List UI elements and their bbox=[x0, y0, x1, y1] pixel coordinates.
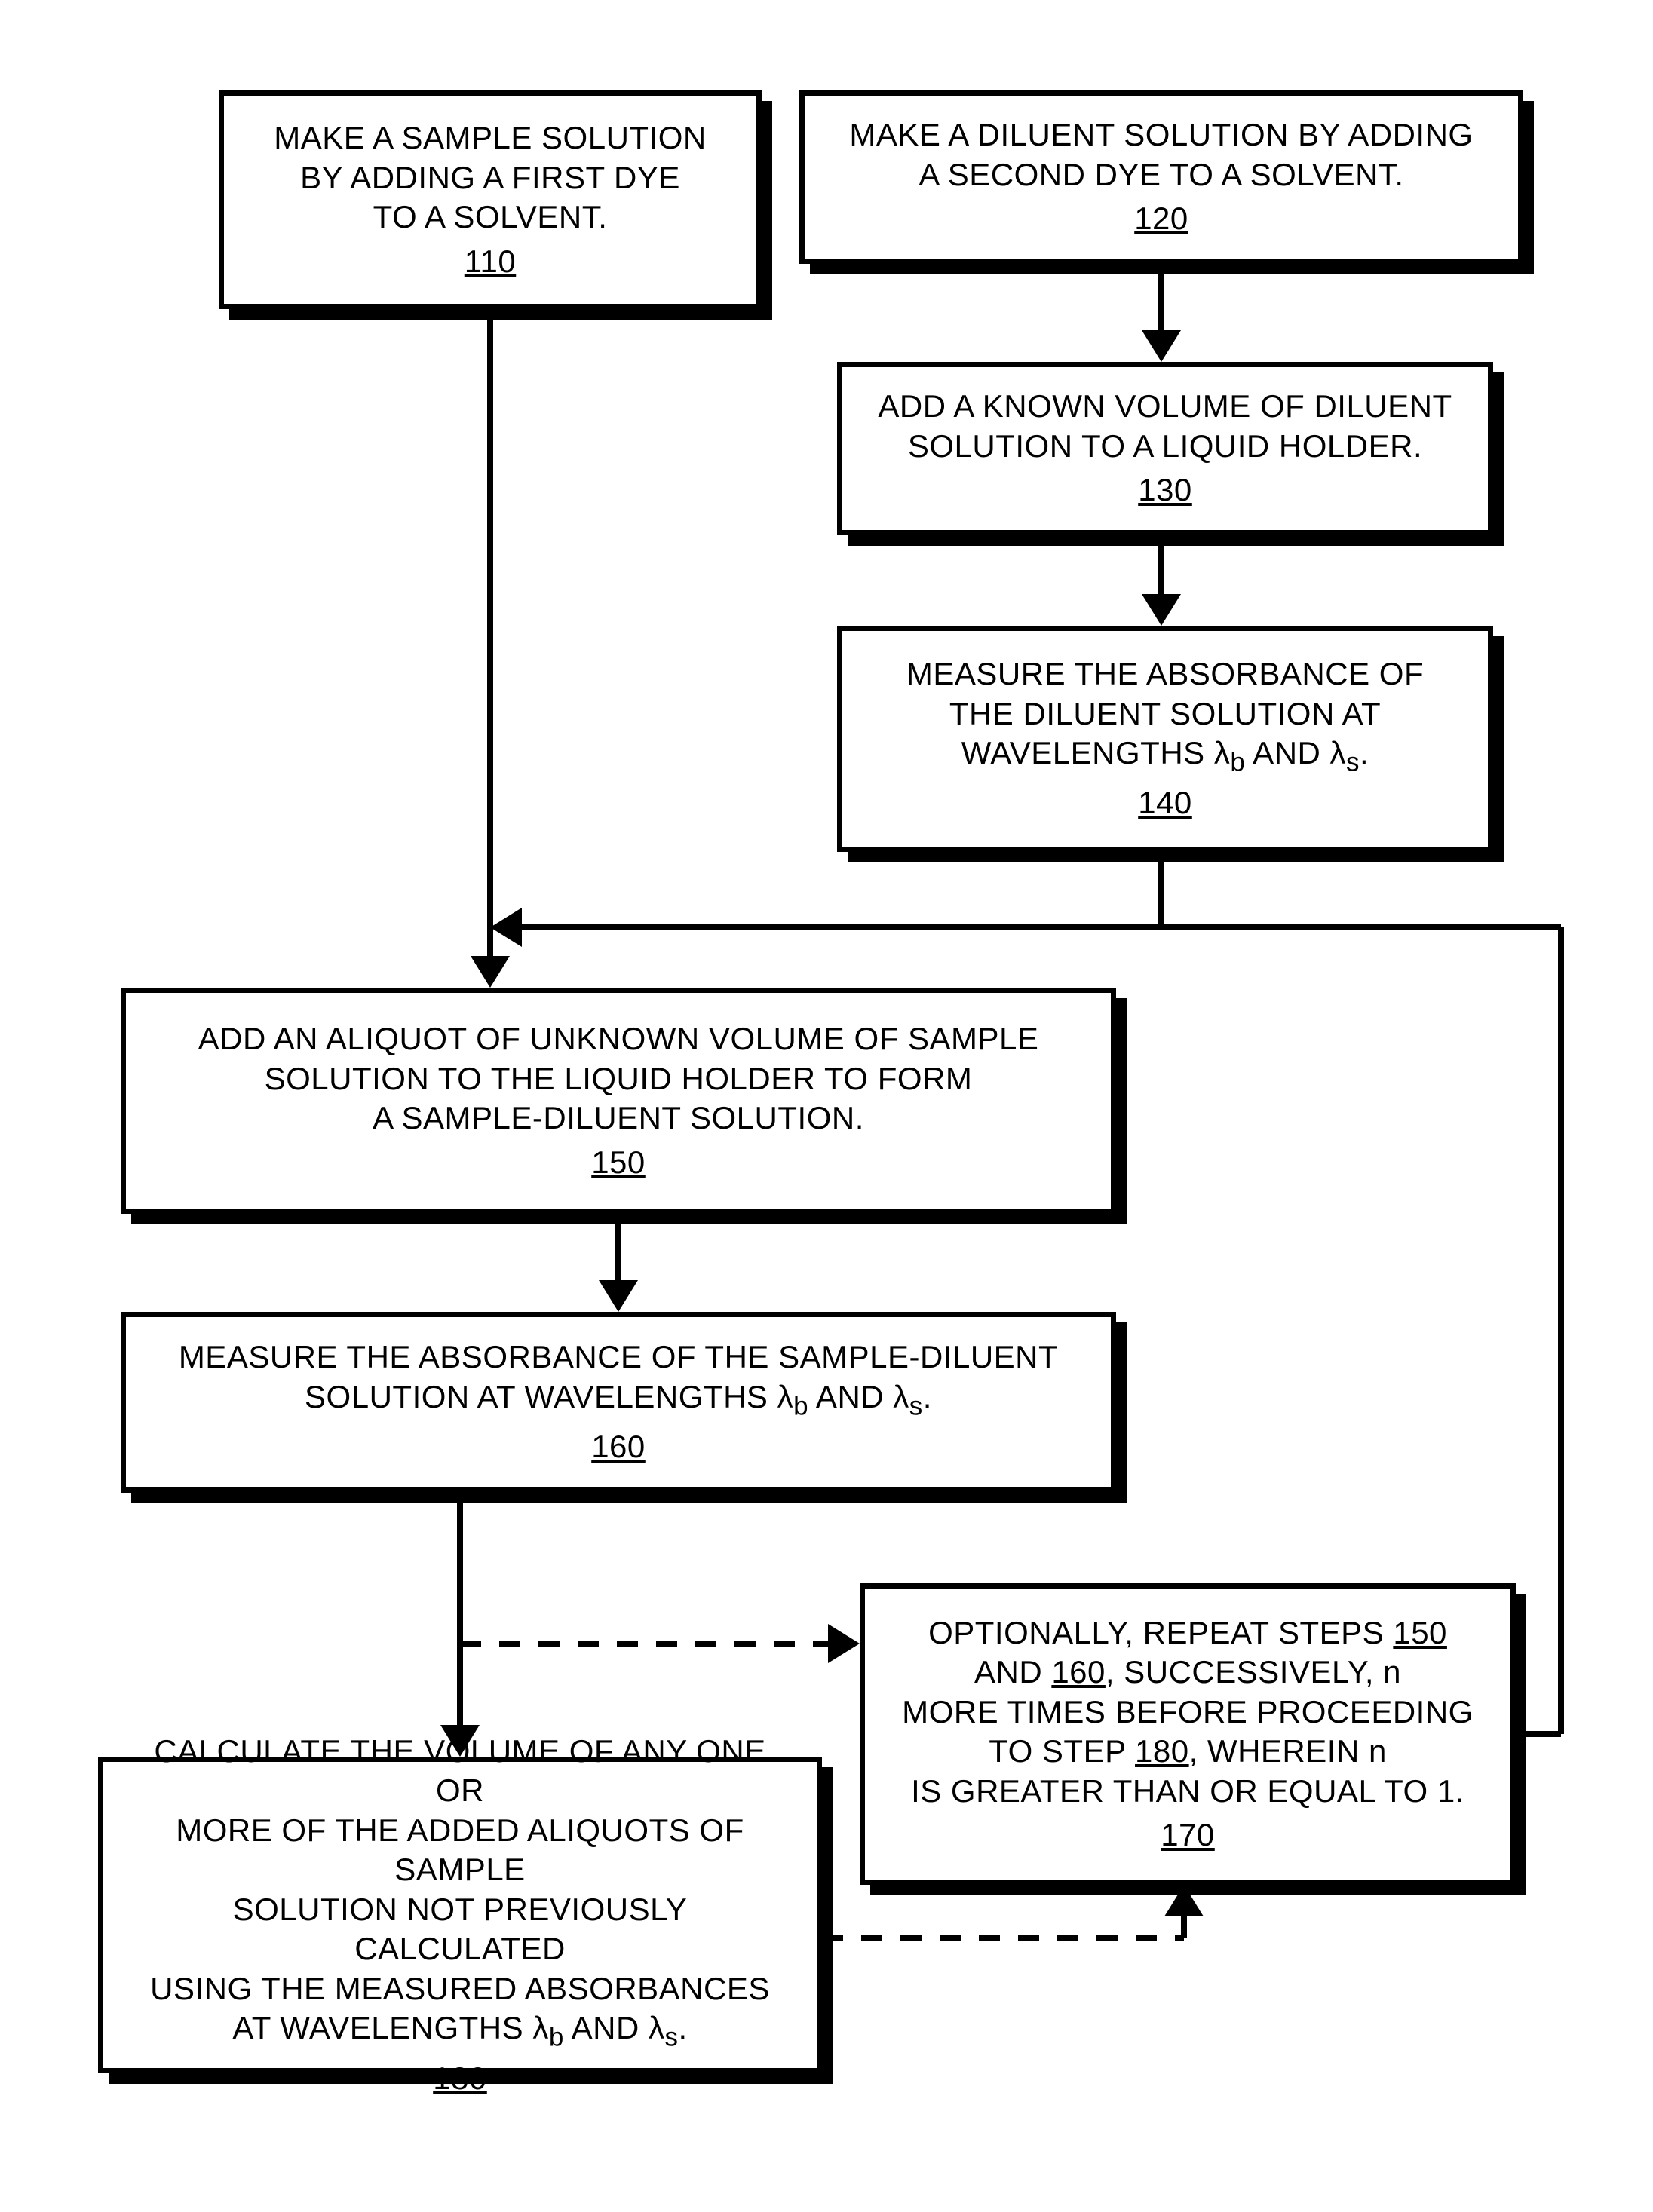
node-text: TO A SOLVENT. bbox=[373, 198, 608, 237]
node-text: MAKE A SAMPLE SOLUTION bbox=[274, 118, 707, 158]
flow-node-130: ADD A KNOWN VOLUME OF DILUENTSOLUTION TO… bbox=[837, 362, 1493, 535]
edge-e160_180 bbox=[440, 1493, 480, 1757]
flow-node-170: OPTIONALLY, REPEAT STEPS 150AND 160, SUC… bbox=[860, 1583, 1516, 1885]
flowchart-canvas: MAKE A SAMPLE SOLUTIONBY ADDING A FIRST … bbox=[0, 0, 1653, 2212]
node-text: A SECOND DYE TO A SOLVENT. bbox=[919, 155, 1403, 195]
node-text: WAVELENGTHS λb AND λs. bbox=[961, 734, 1369, 779]
edge-e110_150 bbox=[471, 309, 510, 988]
edge-e140_merge bbox=[490, 852, 1161, 947]
node-text: MEASURE THE ABSORBANCE OF THE SAMPLE-DIL… bbox=[179, 1337, 1058, 1377]
node-text: A SAMPLE-DILUENT SOLUTION. bbox=[373, 1098, 864, 1138]
edge-e150_160 bbox=[599, 1214, 638, 1312]
node-text: USING THE MEASURED ABSORBANCES bbox=[150, 1969, 770, 2009]
node-text: CALCULATE THE VOLUME OF ANY ONE OR bbox=[126, 1732, 794, 1811]
edge-e160_170 bbox=[460, 1624, 860, 1663]
flow-node-140: MEASURE THE ABSORBANCE OFTHE DILUENT SOL… bbox=[837, 626, 1493, 852]
flow-node-110: MAKE A SAMPLE SOLUTIONBY ADDING A FIRST … bbox=[219, 90, 762, 309]
node-ref: 140 bbox=[1138, 783, 1192, 823]
node-text: TO STEP 180, WHEREIN n bbox=[989, 1732, 1387, 1772]
node-text: OPTIONALLY, REPEAT STEPS 150 bbox=[928, 1613, 1447, 1653]
node-text: ADD A KNOWN VOLUME OF DILUENT bbox=[878, 387, 1452, 427]
node-text: SOLUTION TO THE LIQUID HOLDER TO FORM bbox=[265, 1059, 973, 1099]
flow-node-150: ADD AN ALIQUOT OF UNKNOWN VOLUME OF SAMP… bbox=[121, 988, 1116, 1214]
node-text: THE DILUENT SOLUTION AT bbox=[949, 694, 1381, 734]
node-text: SOLUTION AT WAVELENGTHS λb AND λs. bbox=[305, 1377, 932, 1423]
node-text: ADD AN ALIQUOT OF UNKNOWN VOLUME OF SAMP… bbox=[198, 1019, 1039, 1059]
node-text: MORE TIMES BEFORE PROCEEDING bbox=[902, 1693, 1474, 1733]
node-text: AT WAVELENGTHS λb AND λs. bbox=[232, 2008, 687, 2054]
node-ref: 150 bbox=[591, 1143, 646, 1183]
flow-node-180: CALCULATE THE VOLUME OF ANY ONE ORMORE O… bbox=[98, 1757, 822, 2073]
edge-e120_130 bbox=[1142, 264, 1181, 362]
edge-e130_140 bbox=[1142, 535, 1181, 626]
node-text: MAKE A DILUENT SOLUTION BY ADDING bbox=[849, 115, 1473, 155]
node-ref: 180 bbox=[433, 2059, 487, 2099]
node-text: AND 160, SUCCESSIVELY, n bbox=[974, 1653, 1401, 1693]
node-text: SOLUTION TO A LIQUID HOLDER. bbox=[908, 427, 1422, 467]
node-text: MEASURE THE ABSORBANCE OF bbox=[906, 654, 1424, 694]
flow-node-160: MEASURE THE ABSORBANCE OF THE SAMPLE-DIL… bbox=[121, 1312, 1116, 1493]
node-text: IS GREATER THAN OR EQUAL TO 1. bbox=[911, 1772, 1464, 1812]
node-ref: 120 bbox=[1134, 199, 1188, 239]
node-ref: 110 bbox=[465, 242, 516, 282]
flow-node-120: MAKE A DILUENT SOLUTION BY ADDINGA SECON… bbox=[799, 90, 1523, 264]
node-text: MORE OF THE ADDED ALIQUOTS OF SAMPLE bbox=[126, 1811, 794, 1890]
node-text: SOLUTION NOT PREVIOUSLY CALCULATED bbox=[126, 1890, 794, 1969]
node-ref: 160 bbox=[591, 1427, 646, 1467]
node-ref: 170 bbox=[1161, 1815, 1215, 1855]
node-ref: 130 bbox=[1138, 470, 1192, 510]
node-text: BY ADDING A FIRST DYE bbox=[300, 158, 680, 198]
